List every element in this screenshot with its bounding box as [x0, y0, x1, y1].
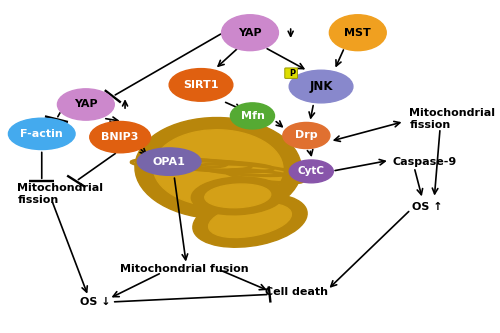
Ellipse shape — [8, 118, 75, 150]
Text: Caspase-9: Caspase-9 — [392, 157, 456, 166]
Text: Mitochondrial fusion: Mitochondrial fusion — [120, 264, 248, 274]
Text: OS ↓: OS ↓ — [80, 297, 111, 307]
Ellipse shape — [154, 130, 283, 206]
Text: YAP: YAP — [238, 28, 262, 38]
Text: Drp: Drp — [295, 131, 318, 141]
Ellipse shape — [192, 177, 284, 215]
Text: Mfn: Mfn — [240, 111, 264, 121]
Ellipse shape — [230, 103, 274, 129]
Ellipse shape — [138, 148, 201, 175]
Text: SIRT1: SIRT1 — [183, 80, 219, 90]
Ellipse shape — [208, 203, 292, 237]
Text: Mitochondrial
fission: Mitochondrial fission — [409, 108, 495, 130]
Ellipse shape — [283, 123, 330, 149]
Ellipse shape — [289, 160, 334, 183]
Text: P: P — [289, 69, 295, 78]
FancyBboxPatch shape — [285, 68, 298, 78]
Ellipse shape — [58, 89, 114, 120]
Text: BNIP3: BNIP3 — [102, 132, 139, 142]
Text: Mitochondrial
fission: Mitochondrial fission — [17, 183, 104, 205]
Ellipse shape — [135, 118, 302, 219]
Text: F-actin: F-actin — [20, 129, 63, 139]
Ellipse shape — [169, 69, 233, 101]
Text: CytC: CytC — [298, 166, 325, 176]
Text: JNK: JNK — [310, 80, 333, 93]
Ellipse shape — [222, 15, 278, 51]
Ellipse shape — [205, 184, 270, 208]
Text: Cell death: Cell death — [265, 287, 328, 297]
Text: OS ↑: OS ↑ — [412, 202, 442, 212]
Ellipse shape — [90, 122, 150, 153]
Ellipse shape — [330, 15, 386, 51]
Ellipse shape — [289, 70, 353, 103]
Text: MST: MST — [344, 28, 371, 38]
Ellipse shape — [193, 193, 307, 247]
Text: YAP: YAP — [74, 100, 98, 110]
Text: OPA1: OPA1 — [152, 157, 186, 166]
